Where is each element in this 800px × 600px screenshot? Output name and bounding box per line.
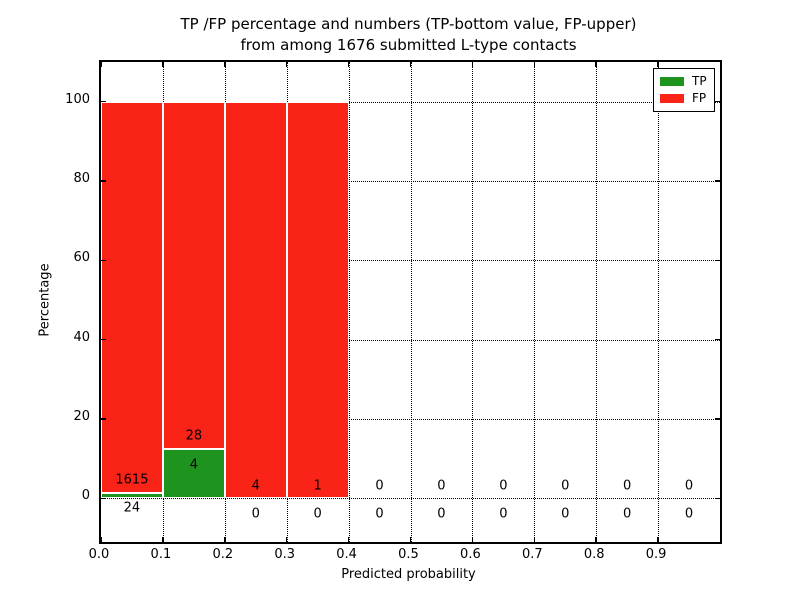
y-tick-mark bbox=[101, 180, 106, 182]
y-tick-mark bbox=[101, 418, 106, 420]
x-tick-label: 0.4 bbox=[336, 547, 357, 562]
fp-count-label: 0 bbox=[437, 478, 446, 494]
y-tick-mark bbox=[101, 259, 106, 262]
x-tick-mark bbox=[657, 537, 659, 542]
plot-area: TP FP 1615 24 28 4 4 0 1 0 0 0 0 0 0 0 0 0 0 0 0 0 bbox=[99, 60, 722, 544]
chart-subtitle: from among 1676 submitted L-type contact… bbox=[240, 36, 577, 54]
x-tick-mark-top bbox=[471, 62, 474, 67]
tp-bar-segment bbox=[101, 492, 163, 499]
fp-count-label: 0 bbox=[561, 478, 570, 494]
fp-bar-segment bbox=[101, 101, 163, 493]
x-tick-mark bbox=[100, 537, 102, 542]
x-tick-mark bbox=[533, 537, 536, 542]
x-tick-mark bbox=[285, 537, 288, 542]
fp-count-label: 1615 bbox=[115, 472, 149, 488]
y-tick-label: 0 bbox=[81, 488, 90, 504]
x-axis-label: Predicted probability bbox=[341, 567, 476, 582]
y-tick-label: 100 bbox=[65, 91, 90, 107]
x-tick-label: 0.9 bbox=[645, 547, 667, 562]
y-tick-mark-right bbox=[715, 338, 720, 341]
y-tick-mark-right bbox=[715, 259, 720, 262]
gridline-vertical bbox=[534, 62, 536, 542]
y-tick-label: 40 bbox=[73, 329, 90, 345]
gridline-vertical bbox=[410, 62, 412, 542]
y-tick-mark-right bbox=[715, 180, 720, 182]
fp-count-label: 0 bbox=[499, 478, 508, 494]
fp-count-label: 1 bbox=[313, 478, 322, 494]
x-tick-mark-top bbox=[285, 62, 288, 67]
x-tick-label: 0.6 bbox=[460, 547, 481, 562]
gridline-vertical bbox=[596, 62, 598, 542]
x-tick-mark-top bbox=[657, 62, 659, 67]
x-tick-label: 0.1 bbox=[150, 547, 172, 562]
tp-count-label: 0 bbox=[499, 506, 508, 522]
fp-bar-segment bbox=[224, 101, 287, 499]
fp-bar-segment bbox=[286, 101, 349, 499]
x-tick-mark bbox=[595, 537, 597, 542]
x-tick-label: 0.3 bbox=[274, 547, 296, 562]
y-tick-mark bbox=[101, 338, 106, 341]
y-tick-mark-right bbox=[715, 418, 720, 420]
legend-label-tp: TP bbox=[692, 74, 707, 88]
chart-title: TP /FP percentage and numbers (TP-bottom… bbox=[180, 15, 637, 33]
x-tick-mark-top bbox=[347, 62, 350, 67]
x-tick-label: 0.0 bbox=[88, 547, 110, 562]
x-tick-mark-top bbox=[162, 62, 164, 67]
x-tick-mark-top bbox=[595, 62, 597, 67]
tp-count-label: 4 bbox=[189, 457, 198, 473]
tp-color-swatch bbox=[660, 77, 684, 86]
x-tick-mark bbox=[224, 537, 226, 542]
fp-count-label: 0 bbox=[623, 478, 632, 494]
tp-bar-segment bbox=[162, 448, 225, 499]
x-tick-label: 0.8 bbox=[583, 547, 605, 562]
x-tick-mark-top bbox=[100, 62, 102, 67]
gridline-vertical bbox=[348, 62, 350, 542]
tp-count-label: 0 bbox=[251, 506, 260, 522]
gridline-vertical bbox=[658, 62, 660, 542]
legend-label-fp: FP bbox=[692, 91, 707, 105]
fp-count-label: 0 bbox=[375, 478, 384, 494]
gridline-vertical bbox=[472, 62, 474, 542]
x-tick-mark bbox=[162, 537, 164, 542]
fp-color-swatch bbox=[660, 94, 684, 103]
x-tick-mark bbox=[347, 537, 350, 542]
tp-count-label: 0 bbox=[313, 506, 322, 522]
tp-count-label: 0 bbox=[437, 506, 446, 522]
y-tick-mark-right bbox=[715, 100, 720, 103]
tp-count-label: 0 bbox=[561, 506, 570, 522]
y-tick-label: 20 bbox=[73, 409, 90, 425]
tp-count-label: 0 bbox=[684, 506, 694, 522]
y-tick-mark bbox=[101, 100, 106, 103]
x-tick-mark-top bbox=[409, 62, 412, 67]
legend-entry-tp: TP bbox=[660, 73, 708, 90]
y-axis-label: Percentage bbox=[37, 263, 53, 337]
x-tick-label: 0.2 bbox=[212, 547, 234, 562]
y-tick-label: 80 bbox=[73, 171, 90, 186]
tp-count-label: 0 bbox=[623, 506, 632, 522]
x-tick-label: 0.5 bbox=[398, 547, 419, 562]
tp-count-label: 0 bbox=[375, 506, 384, 522]
fp-bar-segment bbox=[162, 101, 225, 449]
x-tick-mark bbox=[409, 537, 412, 542]
tp-count-label: 24 bbox=[123, 500, 141, 516]
fp-count-label: 0 bbox=[684, 478, 694, 494]
x-tick-mark bbox=[471, 537, 474, 542]
x-tick-label: 0.7 bbox=[521, 547, 543, 562]
x-tick-mark-top bbox=[533, 62, 536, 67]
y-tick-label: 60 bbox=[73, 250, 90, 266]
fp-count-label: 28 bbox=[185, 428, 203, 444]
y-tick-mark bbox=[101, 497, 106, 500]
fp-count-label: 4 bbox=[251, 478, 260, 494]
y-tick-mark-right bbox=[715, 497, 720, 500]
chart-legend: TP FP bbox=[653, 68, 715, 112]
legend-entry-fp: FP bbox=[660, 90, 708, 107]
x-tick-mark-top bbox=[224, 62, 226, 67]
